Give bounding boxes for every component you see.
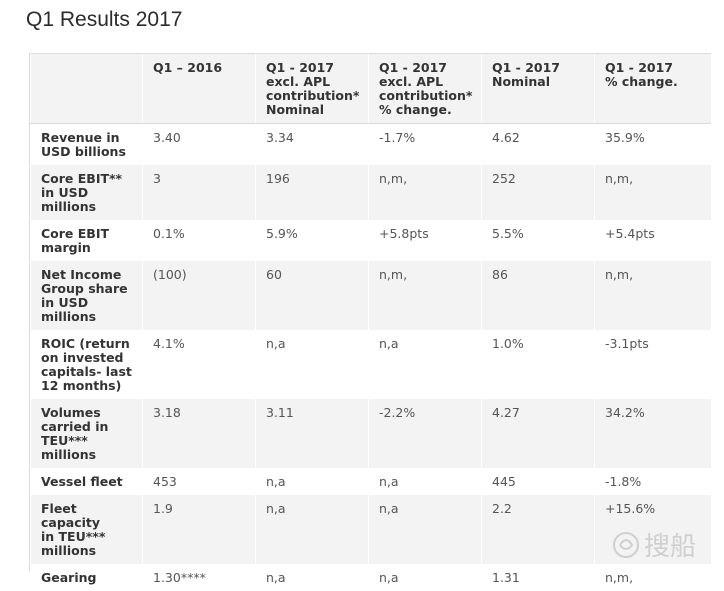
row-label: Core EBIT** in USD millions: [31, 165, 143, 220]
table-cell: 35.9%: [595, 124, 711, 166]
table-cell: n,m,: [595, 261, 711, 330]
table-cell: 3.40: [143, 124, 256, 166]
table-cell: n,m,: [369, 165, 482, 220]
table-cell: 60: [256, 261, 369, 330]
table-cell: 3: [143, 165, 256, 220]
column-header: Q1 - 2017 Nominal: [482, 54, 595, 124]
table-cell: 445: [482, 468, 595, 495]
table-cell: 34.2%: [595, 399, 711, 468]
column-header: Q1 – 2016: [143, 54, 256, 124]
table-cell: -3.1pts: [595, 330, 711, 399]
table-cell: 1.9: [143, 495, 256, 564]
table-cell: 4.62: [482, 124, 595, 166]
table-cell: 453: [143, 468, 256, 495]
watermark-logo: 搜船: [612, 521, 716, 567]
row-label: Core EBIT margin: [31, 220, 143, 261]
table-cell: 5.9%: [256, 220, 369, 261]
table-cell: n,a: [256, 330, 369, 399]
table-cell: 1.0%: [482, 330, 595, 399]
table-cell: n,m,: [595, 165, 711, 220]
table-cell: 2.2: [482, 495, 595, 564]
table-cell: +5.4pts: [595, 220, 711, 261]
table-cell: n,a: [369, 564, 482, 591]
table-cell: 5.5%: [482, 220, 595, 261]
page-title: Q1 Results 2017: [26, 6, 182, 34]
table-cell: 4.27: [482, 399, 595, 468]
table-cell: 252: [482, 165, 595, 220]
table-cell: 196: [256, 165, 369, 220]
table-cell: n,a: [256, 468, 369, 495]
table-cell: n,a: [256, 495, 369, 564]
header-corner-cell: [31, 54, 143, 124]
table-row: ROIC (return on invested capitals- last …: [31, 330, 711, 399]
row-label: Revenue in USD billions: [31, 124, 143, 166]
row-label: ROIC (return on invested capitals- last …: [31, 330, 143, 399]
table-cell: 86: [482, 261, 595, 330]
row-label: Volumes carried in TEU*** millions: [31, 399, 143, 468]
column-header: Q1 - 2017 % change.: [595, 54, 711, 124]
table-cell: 4.1%: [143, 330, 256, 399]
table-cell: 3.18: [143, 399, 256, 468]
table-cell: 3.34: [256, 124, 369, 166]
table-cell: 1.30****: [143, 564, 256, 591]
table-cell: n,m,: [595, 564, 711, 591]
row-label: Net Income Group share in USD millions: [31, 261, 143, 330]
table-cell: n,a: [369, 330, 482, 399]
column-header: Q1 - 2017 excl. APL contribution* % chan…: [369, 54, 482, 124]
table-row: Net Income Group share in USD millions(1…: [31, 261, 711, 330]
table-cell: +5.8pts: [369, 220, 482, 261]
watermark-text: 搜船: [644, 532, 696, 562]
row-label: Vessel fleet: [31, 468, 143, 495]
table-cell: n,a: [256, 564, 369, 591]
watermark-ring-icon: [614, 533, 638, 557]
row-label: Gearing: [31, 564, 143, 591]
table-cell: 1.31: [482, 564, 595, 591]
table-cell: (100): [143, 261, 256, 330]
table-cell: 3.11: [256, 399, 369, 468]
table-cell: -2.2%: [369, 399, 482, 468]
row-label: Fleet capacity in TEU*** millions: [31, 495, 143, 564]
table-cell: -1.8%: [595, 468, 711, 495]
table-cell: 0.1%: [143, 220, 256, 261]
table-cell: -1.7%: [369, 124, 482, 166]
table-cell: n,a: [369, 495, 482, 564]
table-cell: n,m,: [369, 261, 482, 330]
table-cell: n,a: [369, 468, 482, 495]
column-header: Q1 - 2017 excl. APL contribution* Nomina…: [256, 54, 369, 124]
